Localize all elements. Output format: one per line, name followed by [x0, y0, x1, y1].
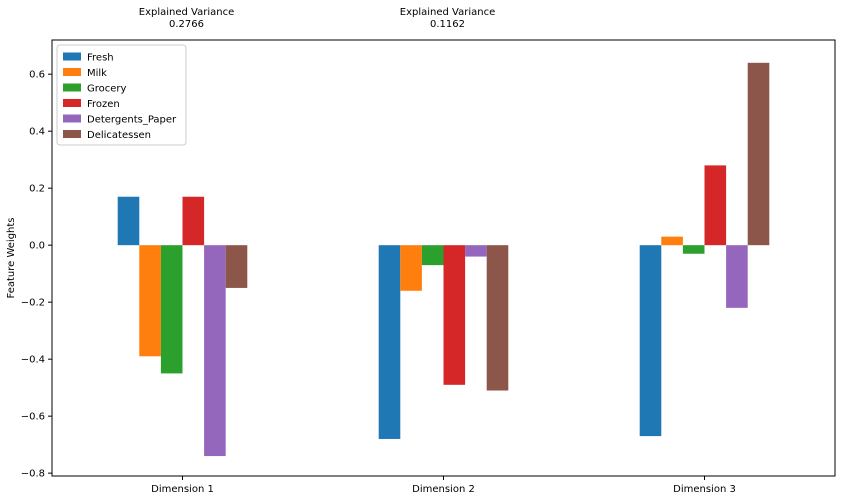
legend-box [56, 44, 187, 146]
legend: Fresh Milk Grocery Frozen Detergents_Paper De… [56, 44, 187, 146]
y-tick-label: −0.2 [21, 298, 45, 309]
bar-detergents-paper-dim2 [465, 245, 487, 257]
y-tick-label: 0.4 [29, 127, 45, 138]
bar-milk-dim3 [661, 236, 683, 246]
bar-grocery-dim3 [682, 245, 705, 254]
x-tick-label: Dimension 1 [151, 484, 214, 495]
bar-frozen-dim2 [443, 245, 466, 385]
legend-label: Delicatessen [87, 130, 151, 141]
bar-frozen-dim3 [704, 165, 727, 246]
y-tick-label: −0.4 [21, 355, 45, 366]
legend-swatch [63, 130, 81, 138]
bar-grocery-dim1 [160, 245, 183, 374]
explained-variance-label: Explained Variance [139, 7, 234, 18]
bars [117, 62, 770, 457]
x-tick-label: Dimension 3 [673, 484, 736, 495]
legend-label: Grocery [87, 84, 127, 95]
plot-frame [51, 39, 836, 477]
legend-label: Fresh [87, 53, 114, 64]
y-axis-label: Feature Weights [6, 217, 17, 298]
axes: Dimension 1 Dimension 2 Dimension 3 −0.8 −0.… [6, 39, 836, 495]
bar-fresh-dim3 [639, 245, 662, 437]
bar-delicatessen-dim1 [225, 245, 248, 288]
x-tick-label: Dimension 2 [412, 484, 475, 495]
bar-fresh-dim2 [378, 245, 401, 439]
bar-milk-dim1 [139, 245, 161, 357]
legend-label: Frozen [87, 99, 120, 110]
bar-milk-dim2 [400, 245, 422, 291]
y-tick-label: −0.6 [21, 412, 45, 423]
bar-fresh-dim1 [117, 196, 140, 246]
explained-variance-label: Explained Variance [400, 7, 495, 18]
legend-swatch [63, 68, 81, 76]
legend-swatch [63, 83, 81, 92]
explained-variance-value: 0.2766 [169, 19, 204, 30]
bar-delicatessen-dim2 [486, 245, 509, 391]
bar-frozen-dim1 [182, 196, 205, 246]
bar-detergents-paper-dim1 [204, 245, 226, 457]
bar-detergents-paper-dim3 [726, 245, 748, 308]
y-tick-label: 0.0 [29, 241, 45, 252]
y-tick-label: −0.8 [21, 469, 45, 480]
bar-delicatessen-dim3 [747, 62, 770, 246]
explained-variance-value: 0.1162 [430, 19, 465, 30]
legend-swatch [63, 52, 81, 61]
legend-label: Milk [87, 68, 107, 79]
bar-grocery-dim2 [421, 245, 444, 266]
legend-swatch [63, 114, 81, 123]
y-tick-label: 0.2 [29, 184, 45, 195]
y-tick-label: 0.6 [29, 70, 45, 81]
legend-label: Detergents_Paper [87, 115, 177, 126]
legend-swatch [63, 99, 81, 107]
